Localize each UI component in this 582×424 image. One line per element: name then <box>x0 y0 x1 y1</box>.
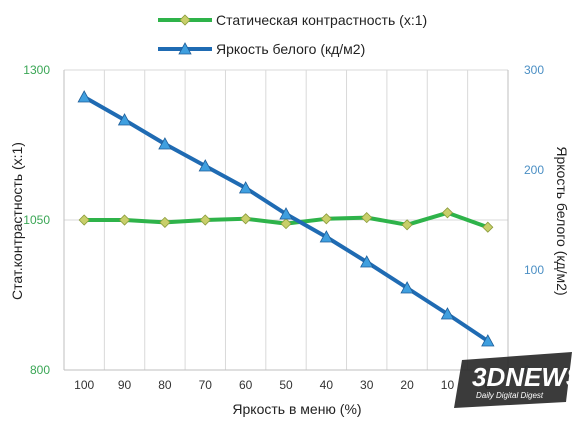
x-tick-label-10: 10 <box>441 378 455 392</box>
right-tick-label-200: 200 <box>524 163 544 177</box>
left-axis-title: Стат.контрастность (x:1) <box>9 142 25 300</box>
right-axis-title: Яркость белого (кд/м2) <box>554 146 570 295</box>
point-1-2 <box>158 137 172 150</box>
series-0 <box>78 207 494 233</box>
legend-label-contrast: Статическая контрастность (x:1) <box>216 12 427 28</box>
x-tick-label-90: 90 <box>118 378 132 392</box>
point-1-9 <box>440 307 455 320</box>
x-tick-label-80: 80 <box>158 378 172 392</box>
point-0-5 <box>280 218 292 230</box>
left-tick-label-1300: 1300 <box>23 63 50 77</box>
point-1-6 <box>319 230 334 243</box>
point-0-10 <box>482 221 494 233</box>
right-tick-label-100: 100 <box>524 263 544 277</box>
left-tick-label-1050: 1050 <box>23 213 50 227</box>
legend: Статическая контрастность (x:1) Яркость … <box>158 12 427 57</box>
left-axis-ticks: 800 1050 1300 <box>23 63 50 377</box>
x-tick-label-20: 20 <box>400 378 414 392</box>
point-1-7 <box>360 255 374 268</box>
point-1-8 <box>400 281 414 294</box>
legend-label-brightness: Яркость белого (кд/м2) <box>216 41 365 57</box>
legend-item-brightness: Яркость белого (кд/м2) <box>158 41 365 57</box>
point-1-5 <box>279 207 293 220</box>
point-0-0 <box>78 214 90 226</box>
right-tick-label-300: 300 <box>524 63 544 77</box>
point-1-10 <box>481 334 495 347</box>
series-layer <box>77 90 495 347</box>
x-axis-title: Яркость в меню (%) <box>232 401 361 417</box>
legend-diamond-icon <box>179 14 191 26</box>
point-0-2 <box>159 216 171 228</box>
point-1-0 <box>77 90 91 103</box>
watermark-badge-shape <box>454 352 572 408</box>
point-0-6 <box>320 213 332 225</box>
watermark-tagline: Daily Digital Digest <box>476 391 544 400</box>
x-axis-ticks: 1009080706050403020100 <box>74 378 491 392</box>
point-0-4 <box>240 213 252 225</box>
watermark-logo: 3DNEWS Daily Digital Digest <box>454 352 582 408</box>
series-1 <box>77 90 495 347</box>
x-tick-label-40: 40 <box>320 378 334 392</box>
legend-triangle-icon <box>178 42 192 55</box>
point-0-7 <box>361 212 373 224</box>
watermark-logo-text: 3DNEWS <box>472 362 582 392</box>
x-tick-label-60: 60 <box>239 378 253 392</box>
x-tick-label-100: 100 <box>74 378 94 392</box>
x-tick-label-30: 30 <box>360 378 374 392</box>
point-0-3 <box>199 214 211 226</box>
left-tick-label-800: 800 <box>30 363 50 377</box>
legend-item-contrast: Статическая контрастность (x:1) <box>158 12 427 28</box>
point-1-3 <box>198 159 212 172</box>
point-1-1 <box>117 113 132 126</box>
point-0-9 <box>441 207 454 219</box>
x-tick-label-50: 50 <box>279 378 293 392</box>
point-0-1 <box>118 214 131 226</box>
point-0-8 <box>401 219 413 231</box>
x-tick-label-70: 70 <box>199 378 213 392</box>
point-1-4 <box>238 181 253 194</box>
